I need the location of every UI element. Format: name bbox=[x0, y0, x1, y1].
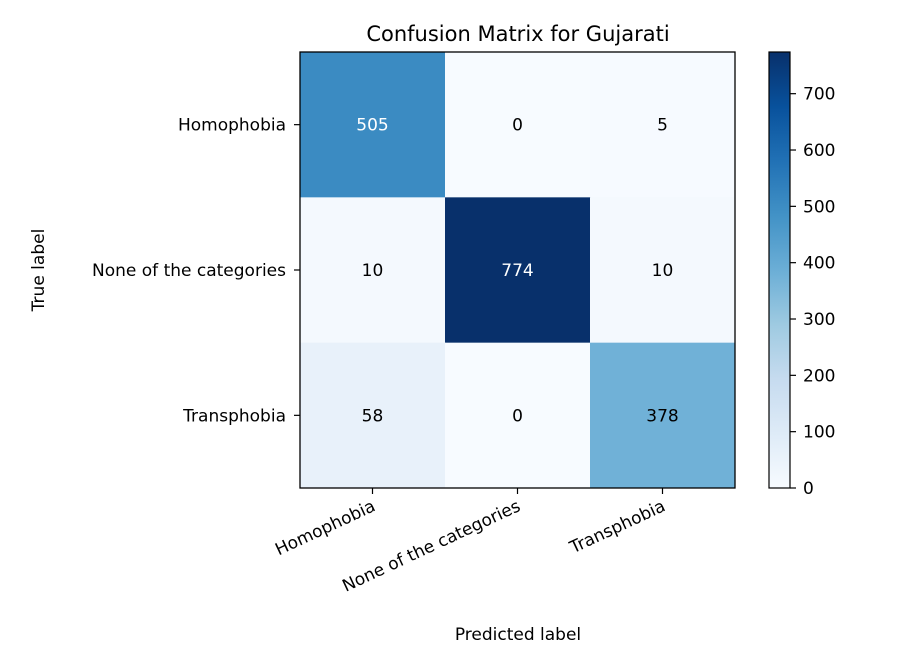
heatmap-cells bbox=[300, 52, 736, 489]
colorbar-tick-label-4: 400 bbox=[803, 254, 835, 274]
cell-value-label-r0-c1: 0 bbox=[512, 116, 523, 136]
cell-value-label-r1-c0: 10 bbox=[362, 261, 384, 281]
colorbar-tick-label-6: 600 bbox=[803, 141, 835, 161]
heatmap-cell-r0-c0 bbox=[300, 52, 446, 198]
cell-value-label-r2-c2: 378 bbox=[646, 406, 678, 426]
cell-value-label-r2-c0: 58 bbox=[362, 406, 384, 426]
cell-value-label-r0-c2: 5 bbox=[657, 116, 668, 136]
cell-value-label-r1-c2: 10 bbox=[652, 261, 674, 281]
x-tick-label-2: Transphobia bbox=[566, 496, 669, 558]
heatmap-cell-r1-c1 bbox=[445, 197, 591, 344]
colorbar-tick-label-0: 0 bbox=[803, 479, 814, 499]
heatmap-cell-r2-c2 bbox=[590, 342, 736, 489]
colorbar-ticks: 0 100 200 300 400 500 600 700 bbox=[790, 85, 835, 499]
colorbar-tick-label-7: 700 bbox=[803, 85, 835, 105]
colorbar-tick-label-5: 500 bbox=[803, 197, 835, 217]
heatmap-cell-r1-c2 bbox=[590, 197, 736, 344]
y-tick-label-1: None of the categories bbox=[92, 261, 286, 281]
cell-value-label-r2-c1: 0 bbox=[512, 406, 523, 426]
colorbar bbox=[768, 51, 791, 489]
y-tick-label-2: Transphobia bbox=[182, 406, 286, 426]
chart-title: Confusion Matrix for Gujarati bbox=[366, 22, 669, 46]
heatmap-cell-r2-c0 bbox=[300, 342, 446, 489]
y-axis-ticks: Homophobia None of the categories Transpho… bbox=[92, 116, 300, 426]
colorbar-tick-label-2: 200 bbox=[803, 366, 835, 386]
x-tick-label-0: Homophobia bbox=[272, 496, 378, 560]
heatmap-cell-r0-c1 bbox=[445, 52, 591, 198]
heatmap-cell-r0-c2 bbox=[590, 52, 736, 198]
heatmap-cell-r1-c0 bbox=[300, 197, 446, 344]
y-tick-label-0: Homophobia bbox=[178, 116, 286, 136]
colorbar-tick-label-3: 300 bbox=[803, 310, 835, 330]
heatmap-cell-r2-c1 bbox=[445, 342, 591, 489]
colorbar-tick-label-1: 100 bbox=[803, 423, 835, 443]
y-axis-label: True label bbox=[29, 229, 49, 313]
cell-value-label-r1-c1: 774 bbox=[501, 261, 533, 281]
x-axis-label: Predicted label bbox=[455, 625, 581, 645]
cell-value-label-r0-c0: 505 bbox=[356, 116, 388, 136]
